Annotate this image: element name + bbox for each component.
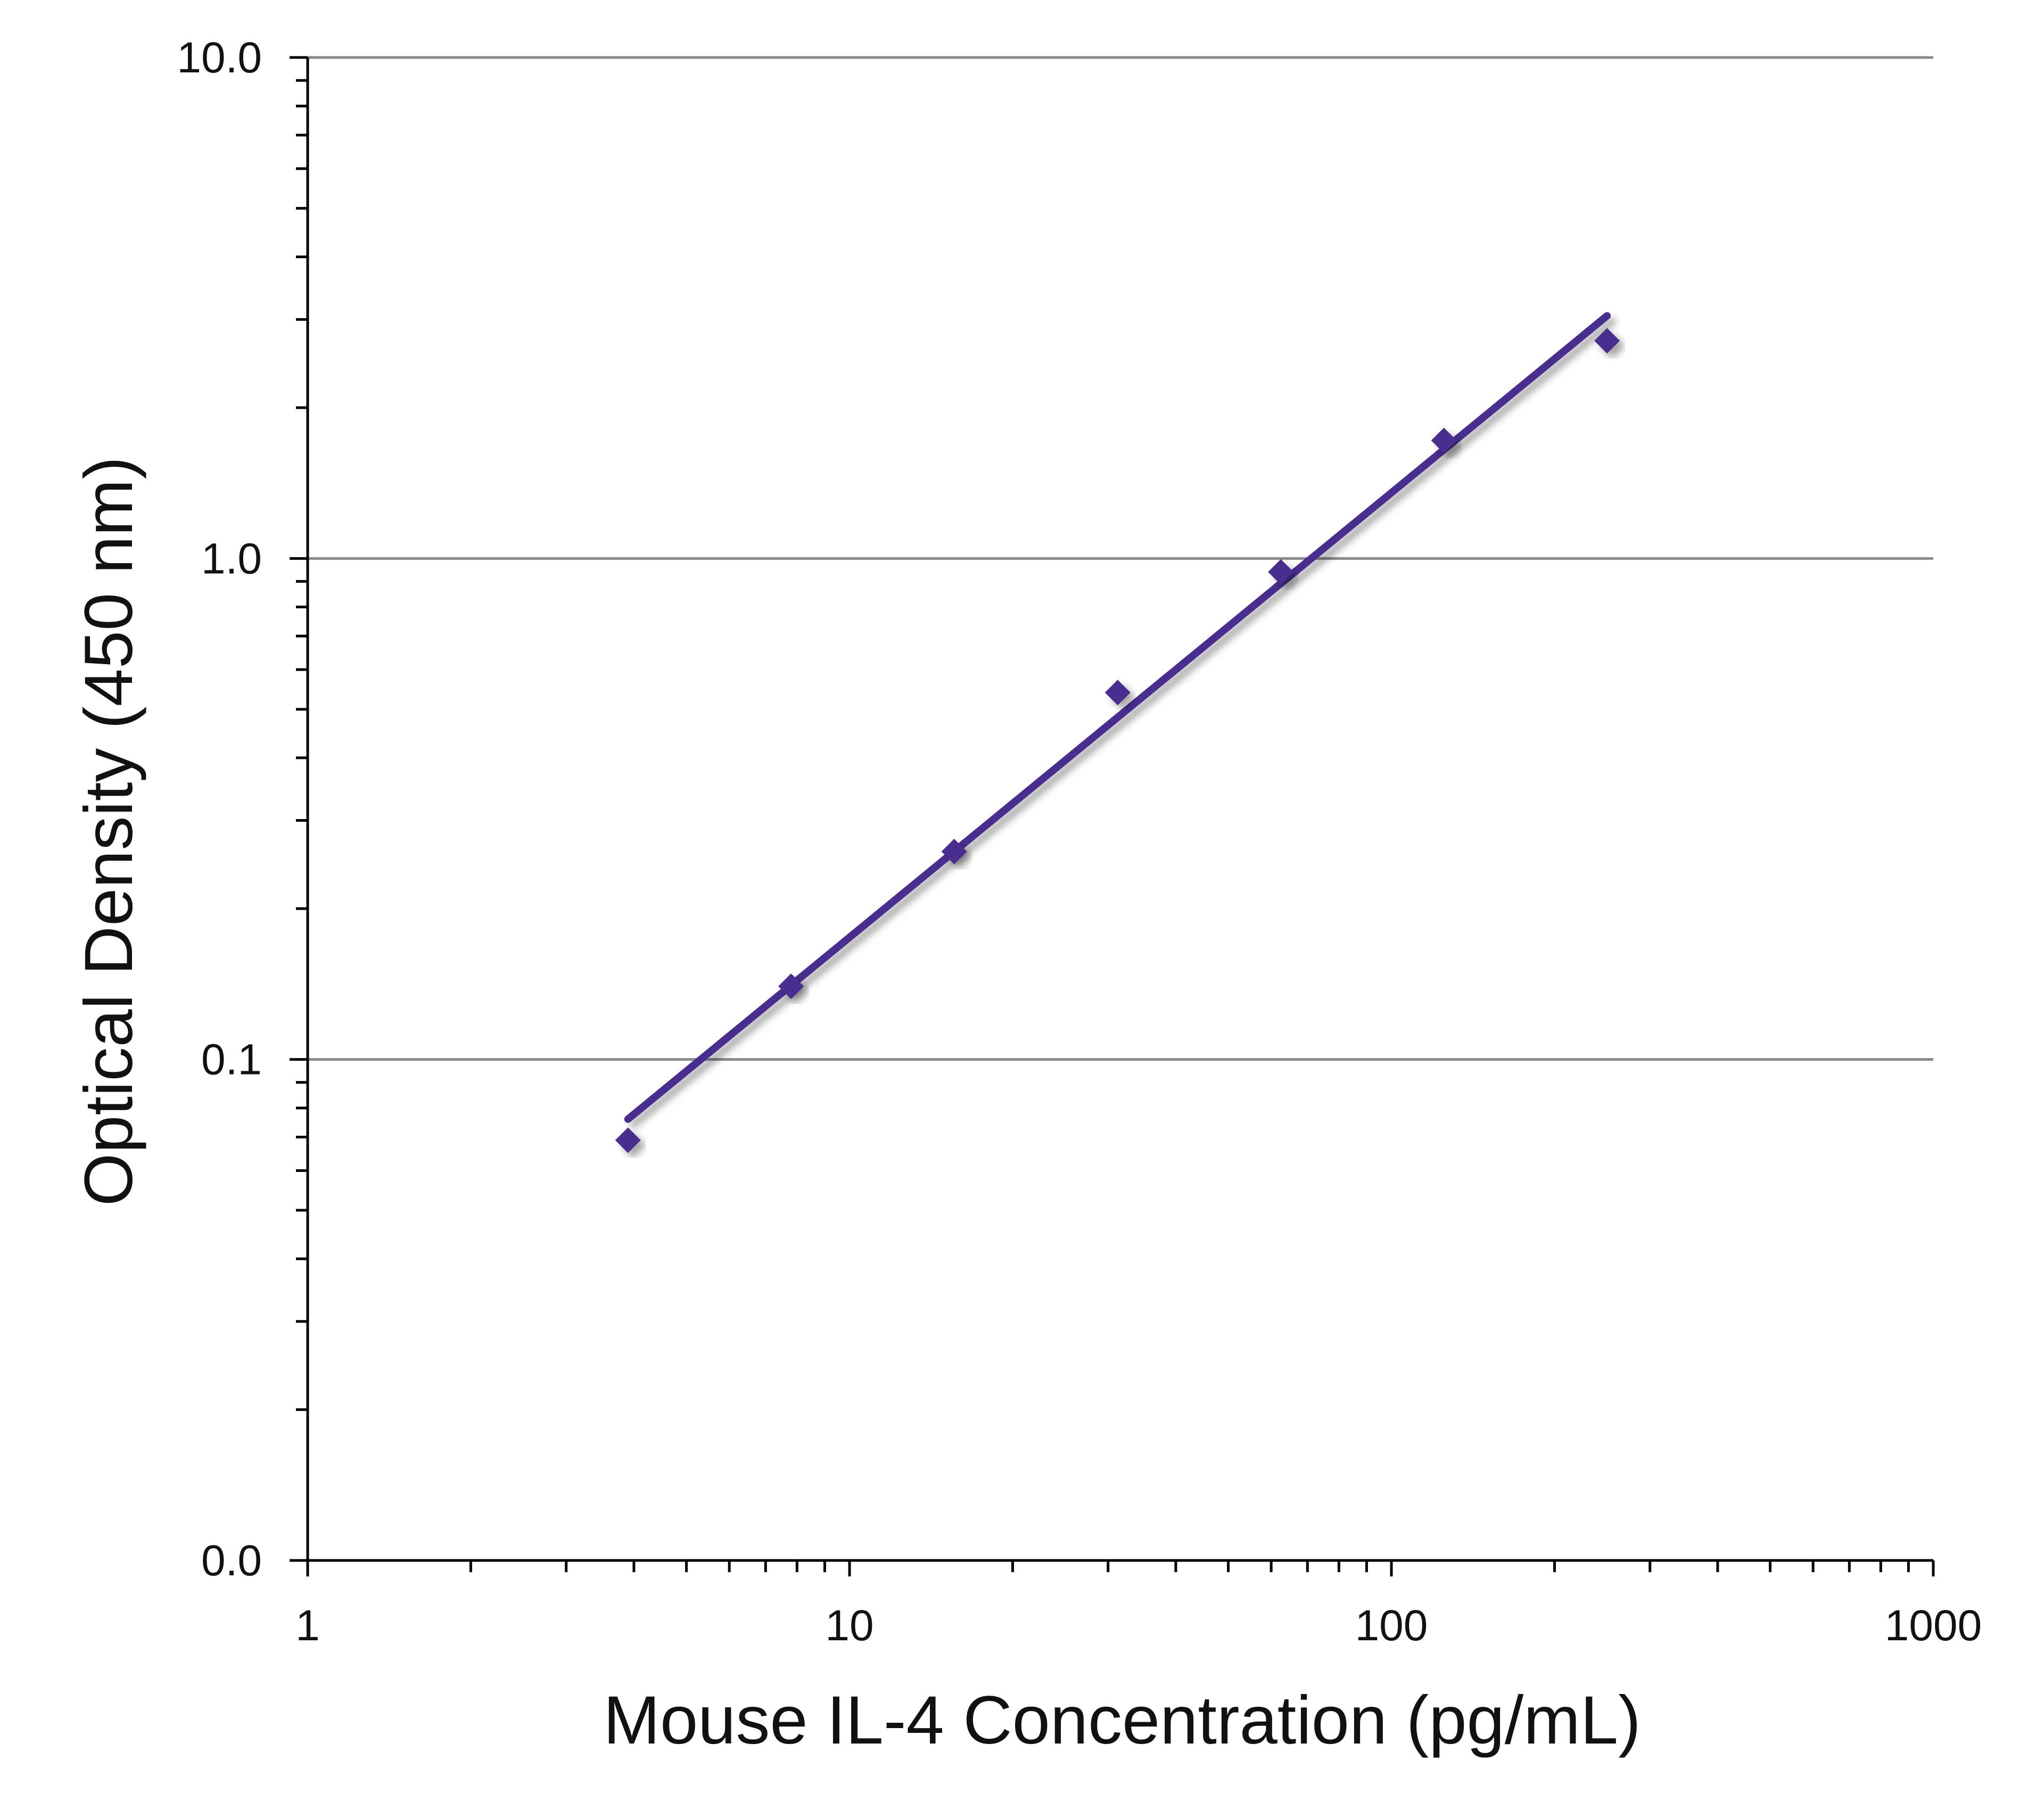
data-point-diamond — [615, 1127, 641, 1153]
x-tick-label: 1000 — [1885, 1601, 1982, 1650]
x-axis-title: Mouse IL-4 Concentration (pg/mL) — [603, 1682, 1641, 1758]
y-tick-label: 1.0 — [201, 534, 262, 583]
label-layer: 0.0 0.1 1.0 10.0 1 10 100 1000 — [177, 34, 1982, 1650]
fit-line — [624, 312, 1611, 1123]
data-point-diamond — [778, 973, 804, 999]
data-point-diamond — [1268, 559, 1294, 585]
y-tick-label: 0.1 — [201, 1036, 262, 1084]
x-tick-label: 100 — [1355, 1601, 1428, 1650]
data-point-diamond — [1594, 328, 1620, 354]
y-axis-title: Optical Density (450 nm) — [71, 457, 147, 1207]
data-point-diamond — [1431, 427, 1457, 453]
tick-layer — [290, 56, 1935, 1576]
x-tick-label: 10 — [825, 1601, 873, 1650]
series-layer — [615, 312, 1620, 1153]
x-tick-label: 1 — [295, 1601, 320, 1650]
y-tick-label: 10.0 — [177, 34, 262, 82]
data-point-diamond — [941, 839, 967, 865]
data-point-diamond — [1105, 680, 1131, 706]
y-tick-label: 0.0 — [201, 1536, 262, 1585]
axis-layer — [306, 57, 1933, 1562]
grid-layer — [308, 56, 1933, 1061]
